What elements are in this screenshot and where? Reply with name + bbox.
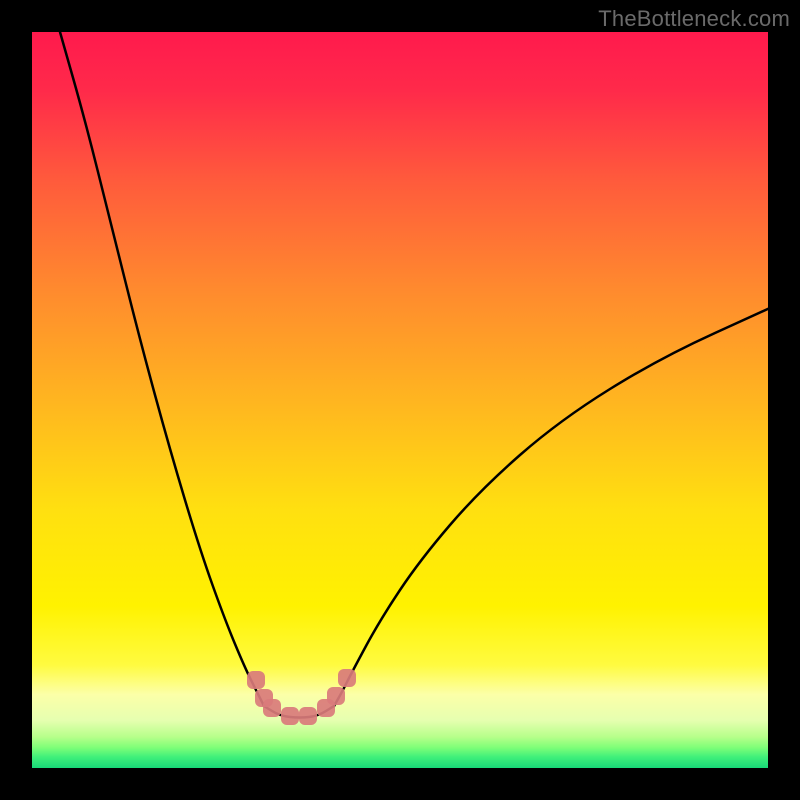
valley-marker	[247, 671, 265, 689]
chart-stage: TheBottleneck.com	[0, 0, 800, 800]
plot-area	[32, 32, 770, 768]
valley-marker	[281, 707, 299, 725]
gradient-background	[32, 32, 768, 768]
valley-marker	[299, 707, 317, 725]
valley-marker	[338, 669, 356, 687]
valley-marker	[327, 687, 345, 705]
bottleneck-chart	[0, 0, 800, 800]
valley-marker	[263, 699, 281, 717]
